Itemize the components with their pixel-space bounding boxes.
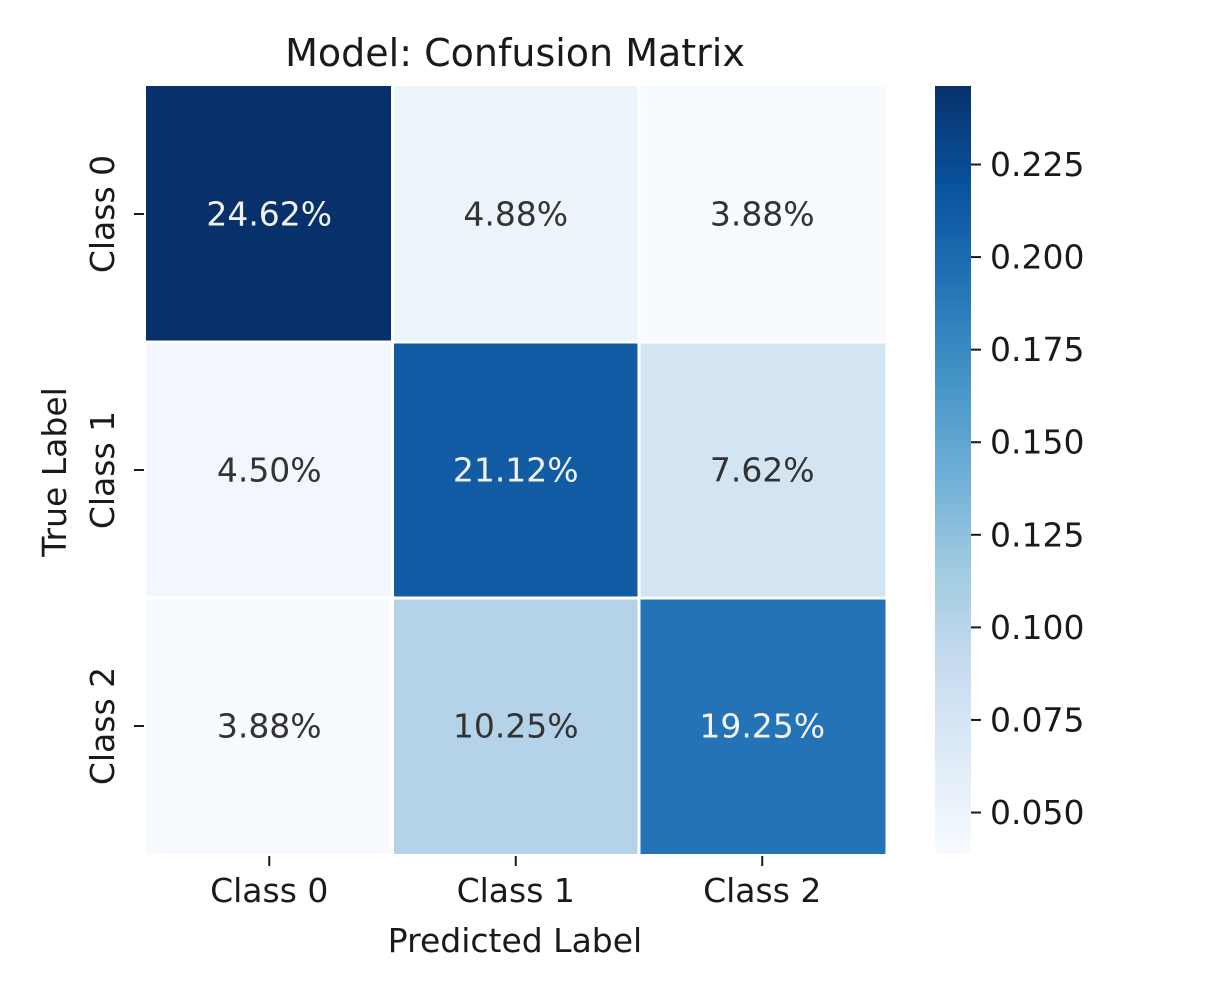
y-tick-label: Class 2 bbox=[83, 667, 122, 785]
x-tick-label: Class 0 bbox=[210, 871, 328, 910]
x-axis-label: Predicted Label bbox=[388, 921, 642, 960]
heatmap-cell bbox=[394, 343, 638, 597]
heatmap-cell bbox=[146, 343, 391, 597]
heatmap-cell bbox=[640, 599, 886, 854]
heatmap-cell bbox=[394, 599, 638, 854]
heatmap-cell bbox=[394, 86, 638, 341]
y-tick-label: Class 0 bbox=[83, 155, 122, 273]
y-tick-label: Class 1 bbox=[83, 411, 122, 529]
heatmap-cells: 24.62% 4.88% 3.88% 4.50% 21.12% 7.62% 3.88% 10.… bbox=[146, 86, 886, 854]
colorbar-tick-label: 0.175 bbox=[990, 330, 1084, 369]
colorbar-ticks: 0.050 0.075 0.100 0.125 0.150 0.175 0.200 0.225 bbox=[971, 145, 1084, 832]
chart-title: Model: Confusion Matrix bbox=[285, 31, 745, 75]
colorbar-tick-label: 0.150 bbox=[990, 423, 1084, 462]
colorbar-tick-label: 0.200 bbox=[990, 238, 1084, 277]
colorbar-tick-label: 0.125 bbox=[990, 515, 1084, 554]
cell-value-label: 4.50% bbox=[217, 451, 322, 490]
cell-value-label: 19.25% bbox=[699, 707, 825, 746]
colorbar-tick-label: 0.050 bbox=[990, 793, 1084, 832]
colorbar-tick-label: 0.075 bbox=[990, 700, 1084, 739]
heatmap-cell bbox=[146, 86, 391, 341]
x-tick-label: Class 2 bbox=[703, 871, 821, 910]
y-axis-label: True Label bbox=[35, 387, 74, 558]
x-axis-ticks: Class 0 Class 1 Class 2 bbox=[210, 856, 821, 910]
colorbar bbox=[935, 86, 971, 854]
colorbar-tick-label: 0.100 bbox=[990, 608, 1084, 647]
heatmap-cell bbox=[640, 343, 886, 597]
colorbar-tick-label: 0.225 bbox=[990, 145, 1084, 184]
cell-value-label: 4.88% bbox=[463, 195, 568, 234]
cell-value-label: 7.62% bbox=[710, 451, 815, 490]
y-axis-ticks: Class 0 Class 1 Class 2 bbox=[83, 155, 144, 785]
heatmap-cell bbox=[146, 599, 391, 854]
cell-value-label: 10.25% bbox=[453, 707, 579, 746]
cell-value-label: 21.12% bbox=[453, 451, 579, 490]
x-tick-label: Class 1 bbox=[457, 871, 575, 910]
cell-value-label: 24.62% bbox=[206, 195, 332, 234]
heatmap-cell bbox=[640, 86, 886, 341]
cell-value-label: 3.88% bbox=[217, 707, 322, 746]
cell-value-label: 3.88% bbox=[710, 195, 815, 234]
